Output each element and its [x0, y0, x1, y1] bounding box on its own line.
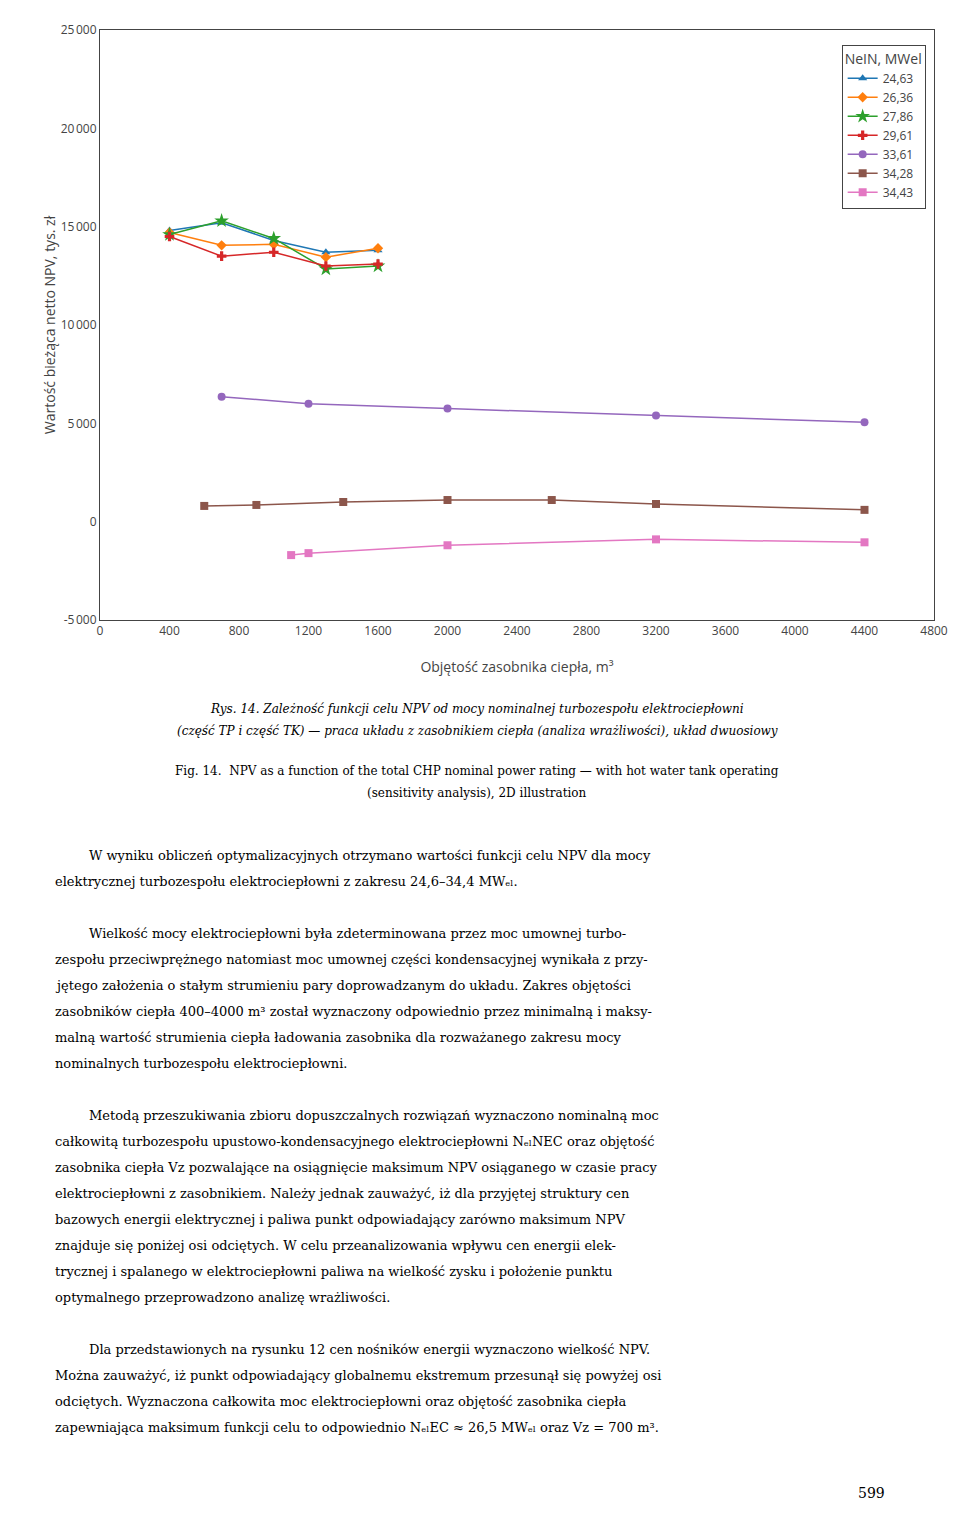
svg-text:26,36: 26,36: [883, 89, 914, 106]
svg-text:Rys. 14. Zależność funkcji cel: Rys. 14. Zależność funkcji celu NPV od m…: [210, 702, 744, 716]
svg-text:800: 800: [229, 622, 250, 639]
svg-text:4000: 4000: [781, 622, 809, 639]
svg-text:0: 0: [97, 622, 104, 639]
svg-text:0: 0: [90, 513, 97, 530]
svg-text:elektrociepłowni z zasobnikiem: elektrociepłowni z zasobnikiem. Należy j…: [55, 1186, 630, 1201]
svg-text:2800: 2800: [573, 622, 601, 639]
svg-text:34,43: 34,43: [883, 184, 914, 201]
svg-text:optymalnego przeprowadzono ana: optymalnego przeprowadzono analizę wrażl…: [55, 1290, 390, 1305]
svg-text:34,28: 34,28: [883, 165, 914, 182]
svg-text:Fig. 14. NPV as a function of: Fig. 14. NPV as a function of the total …: [175, 764, 779, 778]
svg-text:4400: 4400: [851, 622, 879, 639]
svg-text:(część TP i część TK) — praca: (część TP i część TK) — praca układu z z…: [177, 724, 778, 738]
svg-text:1200: 1200: [295, 622, 323, 639]
svg-text:24,63: 24,63: [883, 70, 914, 87]
svg-text:zasobników ciepła 400–4000 m³: zasobników ciepła 400–4000 m³ został wyz…: [55, 1004, 652, 1019]
svg-text:400: 400: [159, 622, 180, 639]
svg-text:Dla przedstawionych na rysunku: Dla przedstawionych na rysunku 12 cen no…: [89, 1342, 650, 1357]
svg-text:odciętych. Wyznaczona całkowit: odciętych. Wyznaczona całkowita moc elek…: [55, 1394, 626, 1409]
svg-text:599: 599: [858, 1485, 885, 1501]
svg-text:Metodą przeszukiwania zbioru d: Metodą przeszukiwania zbioru dopuszczaln…: [89, 1108, 659, 1123]
svg-text:Wartość bieżąca netto NPV, tys: Wartość bieżąca netto NPV, tys. zł: [40, 215, 59, 434]
svg-text:3200: 3200: [642, 622, 670, 639]
svg-text:(sensitivity analysis), 2D ill: (sensitivity analysis), 2D illustration: [367, 786, 587, 800]
svg-text:Objętość zasobnika ciepła, m³: Objętość zasobnika ciepła, m³: [420, 657, 613, 676]
svg-text:całkowitą turbozespołu upustow: całkowitą turbozespołu upustowo-kondensa…: [55, 1134, 655, 1149]
svg-text:bazowych energii elektrycznej: bazowych energii elektrycznej i paliwa p…: [55, 1212, 625, 1227]
svg-text:-5 000: -5 000: [64, 611, 97, 628]
svg-text:malną wartość strumienia ciepł: malną wartość strumienia ciepła ładowani…: [55, 1030, 622, 1045]
svg-text:3600: 3600: [712, 622, 740, 639]
svg-text:znajduje się poniżej osi odcię: znajduje się poniżej osi odciętych. W ce…: [55, 1238, 616, 1253]
svg-text:Można zauważyć, iż punkt odpow: Można zauważyć, iż punkt odpowiadający g…: [55, 1368, 661, 1383]
svg-text:2400: 2400: [503, 622, 531, 639]
svg-text:27,86: 27,86: [883, 108, 914, 125]
svg-text:10 000: 10 000: [61, 316, 97, 333]
svg-text:trycznej i spalanego w elektro: trycznej i spalanego w elektrociepłowni …: [55, 1264, 612, 1279]
svg-text:15 000: 15 000: [61, 218, 97, 235]
svg-text:zapewniająca maksimum funkcji: zapewniająca maksimum funkcji celu to od…: [55, 1420, 659, 1435]
svg-text:25 000: 25 000: [61, 21, 97, 38]
svg-text:zespołu przeciwprężnego natomi: zespołu przeciwprężnego natomiast moc um…: [55, 952, 648, 967]
svg-text:Wielkość mocy elektrociepłowni: Wielkość mocy elektrociepłowni była zdet…: [89, 926, 626, 941]
svg-text:4800: 4800: [920, 622, 948, 639]
svg-text:1600: 1600: [364, 622, 392, 639]
svg-text:zasobnika ciepła Vᴢ pozwalając: zasobnika ciepła Vᴢ pozwalające na osiąg…: [55, 1160, 658, 1175]
svg-text:20 000: 20 000: [61, 120, 97, 137]
svg-text:2000: 2000: [434, 622, 462, 639]
svg-text:5 000: 5 000: [68, 415, 97, 432]
svg-text:nominalnych turbozespołu elekt: nominalnych turbozespołu elektrociepłown…: [55, 1056, 347, 1071]
svg-text:W wyniku obliczeń optymalizacy: W wyniku obliczeń optymalizacyjnych otrz…: [89, 848, 651, 863]
svg-text:jętego założenia o stałym stru: jętego założenia o stałym strumieniu par…: [55, 978, 631, 993]
svg-text:elektrycznej turbozespołu elek: elektrycznej turbozespołu elektrociepłow…: [55, 874, 518, 889]
svg-text:33,61: 33,61: [883, 146, 914, 163]
svg-text:29,61: 29,61: [883, 127, 914, 144]
svg-text:NeIN, MWel: NeIN, MWel: [845, 49, 922, 68]
